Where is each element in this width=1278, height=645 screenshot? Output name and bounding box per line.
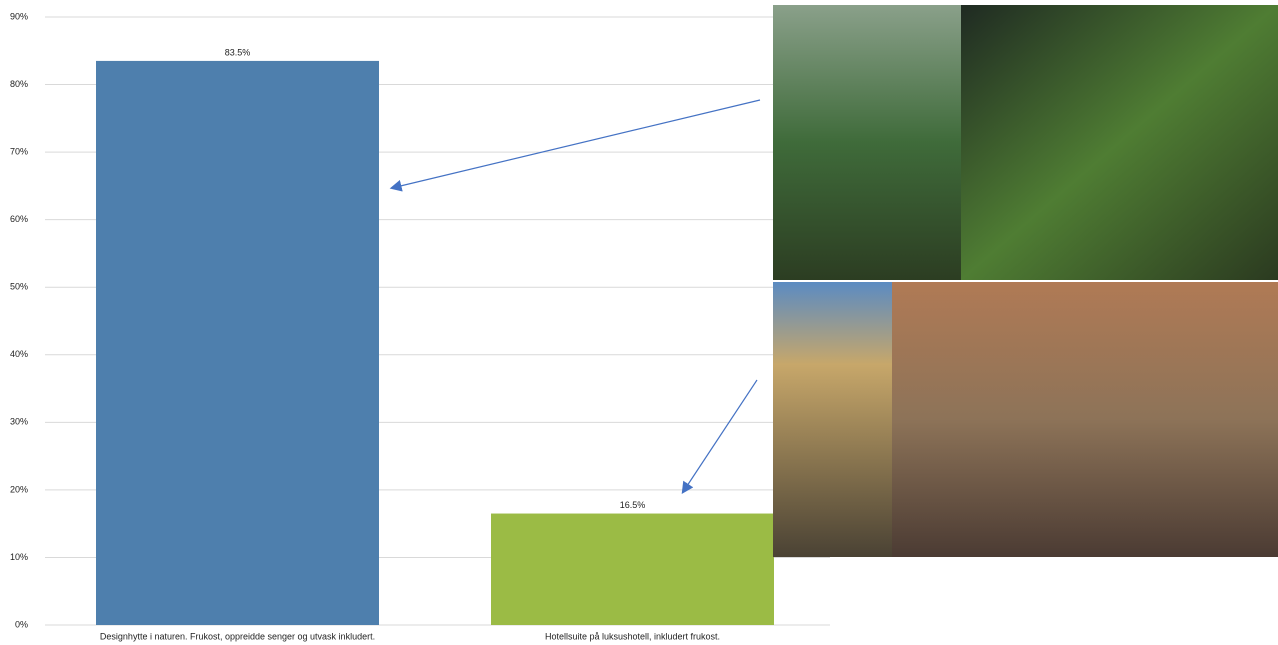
x-tick-label: Hotellsuite på luksushotell, inkludert f…: [545, 631, 720, 641]
x-tick-label: Designhytte i naturen. Frukost, oppreidd…: [100, 631, 375, 641]
y-tick-label: 50%: [10, 282, 28, 292]
photo-cabin-interior: [961, 5, 1278, 280]
bar: [96, 60, 379, 625]
y-tick-label: 40%: [10, 349, 28, 359]
y-tick-label: 10%: [10, 552, 28, 562]
bar: [491, 513, 774, 625]
y-tick-label: 90%: [10, 11, 28, 21]
y-tick-label: 60%: [10, 214, 28, 224]
plot-area: 0% 10% 20% 30% 40% 50% 60% 70% 80% 90% Designhytte…: [10, 11, 830, 641]
value-label: 83.5%: [225, 47, 251, 57]
photo-hotel-exterior: [773, 282, 892, 557]
arrow: [389, 99, 761, 192]
value-label: 16.5%: [620, 500, 646, 510]
y-tick-label: 70%: [10, 146, 28, 156]
arrow: [681, 379, 758, 495]
photos: [773, 5, 1278, 557]
photo-cabin-exterior: [773, 5, 961, 280]
y-tick-label: 80%: [10, 79, 28, 89]
photo-hotel-suite: [892, 282, 1278, 557]
y-tick-label: 20%: [10, 484, 28, 494]
y-tick-label: 0%: [15, 619, 28, 629]
y-tick-label: 30%: [10, 417, 28, 427]
